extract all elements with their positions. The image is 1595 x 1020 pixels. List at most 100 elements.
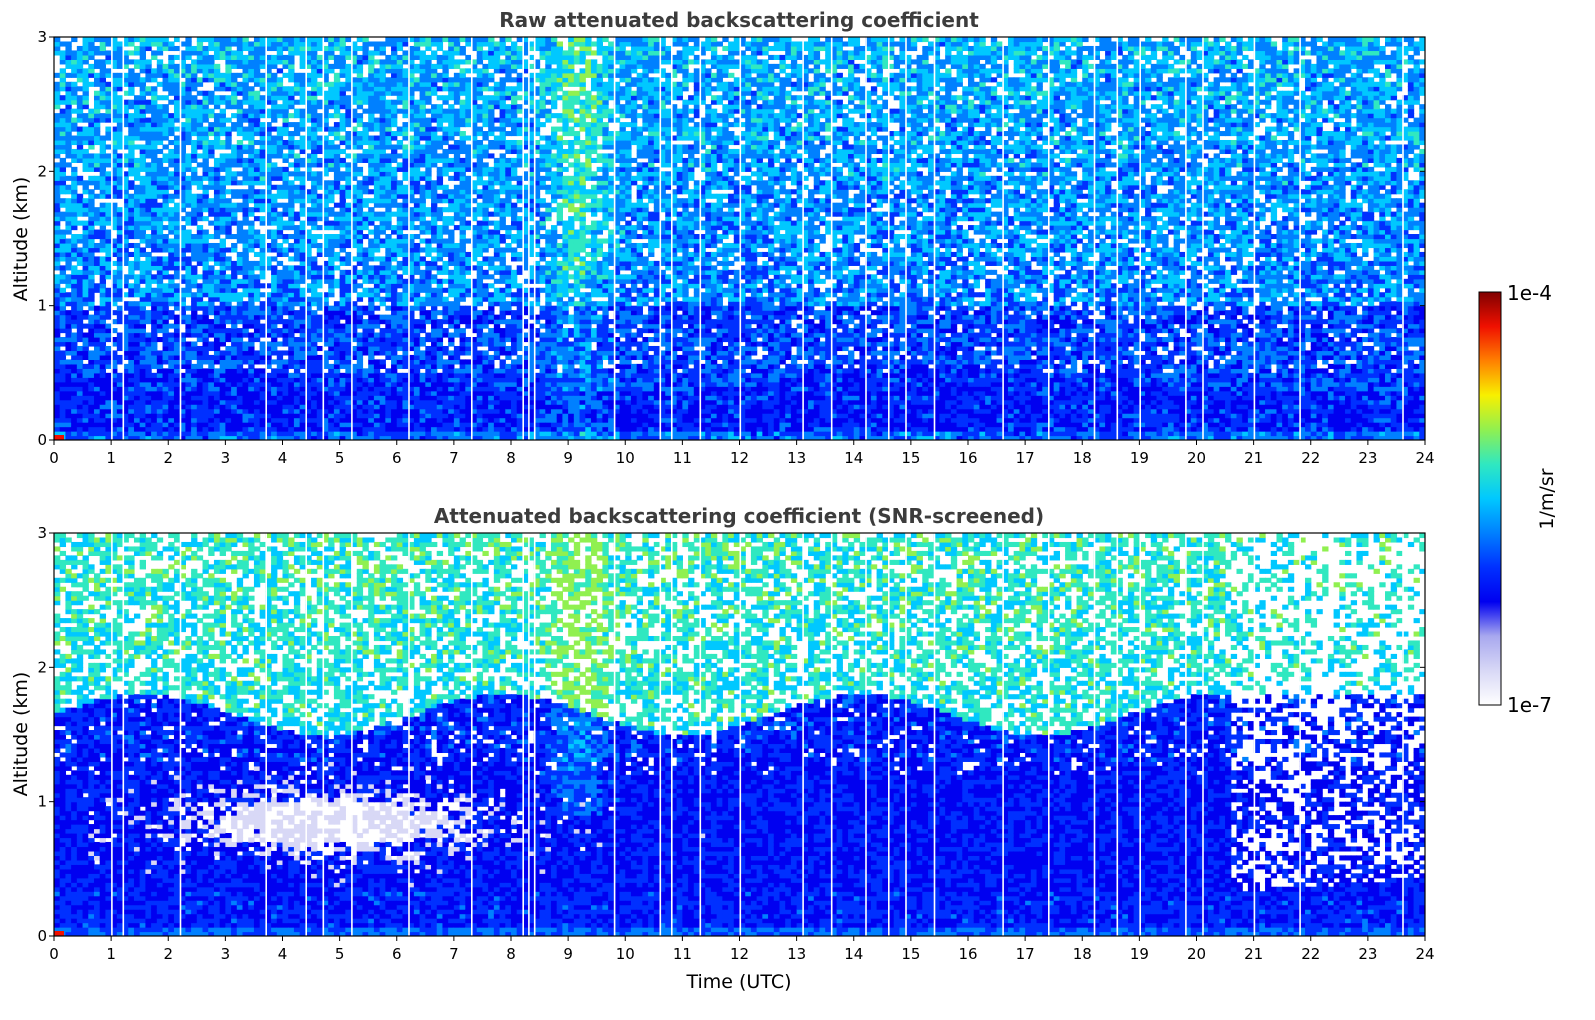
heatmap-cell: [93, 131, 101, 137]
heatmap-cell: [156, 229, 164, 235]
heatmap-cell: [311, 417, 318, 423]
heatmap-cell: [213, 104, 221, 110]
heatmap-cell: [231, 247, 238, 253]
heatmap-cell: [282, 363, 289, 369]
heatmap-cell: [185, 63, 192, 69]
heatmap-cell: [333, 63, 341, 69]
heatmap-cell: [139, 305, 146, 311]
heatmap-cell: [105, 395, 112, 401]
heatmap-cell: [191, 180, 198, 186]
heatmap-cell: [99, 148, 107, 155]
heatmap-cell: [122, 162, 129, 168]
heatmap-cell: [379, 287, 386, 293]
heatmap-cell: [345, 354, 352, 360]
heatmap-cell: [213, 332, 221, 338]
heatmap-cell: [122, 171, 129, 177]
heatmap-cell: [328, 372, 335, 378]
heatmap-cell: [271, 216, 278, 222]
heatmap-cell: [231, 408, 238, 414]
heatmap-cell: [196, 45, 204, 52]
heatmap-cell: [242, 260, 249, 266]
heatmap-cell: [93, 90, 101, 96]
heatmap-cell: [356, 54, 364, 60]
heatmap-cell: [99, 45, 107, 52]
heatmap-cell: [162, 144, 169, 150]
heatmap-cell: [231, 359, 238, 365]
heatmap-cell: [356, 157, 364, 163]
heatmap-cell: [76, 180, 84, 186]
heatmap-cell: [322, 45, 329, 52]
heatmap-cell: [413, 431, 421, 437]
heatmap-cell: [253, 45, 261, 52]
heatmap-cell: [133, 202, 141, 208]
heatmap-cell: [293, 350, 301, 356]
heatmap-cell: [82, 332, 89, 338]
heatmap-cell: [356, 117, 364, 123]
heatmap-cell: [248, 189, 255, 195]
heatmap-cell: [168, 113, 175, 119]
heatmap-cell: [288, 332, 295, 338]
heatmap-cell: [299, 319, 306, 325]
heatmap-cell: [402, 354, 409, 360]
heatmap-cell: [65, 63, 72, 69]
heatmap-cell: [328, 211, 335, 217]
heatmap-cell: [391, 54, 398, 60]
heatmap-cell: [351, 363, 358, 369]
heatmap-cell: [219, 139, 226, 146]
heatmap-cell: [408, 63, 415, 69]
heatmap-cell: [105, 274, 112, 280]
heatmap-cell: [362, 153, 369, 159]
heatmap-cell: [373, 305, 381, 311]
heatmap-cell: [185, 359, 192, 365]
heatmap-cell: [111, 104, 118, 110]
heatmap-cell: [162, 126, 169, 132]
heatmap-cell: [173, 54, 181, 60]
heatmap-cell: [259, 408, 266, 414]
heatmap-cell: [202, 157, 209, 163]
heatmap-cell: [191, 323, 198, 329]
heatmap-cell: [373, 166, 381, 172]
heatmap-cell: [379, 350, 386, 356]
heatmap-cell: [99, 422, 107, 428]
heatmap-cell: [173, 435, 181, 440]
heatmap-cell: [305, 328, 312, 334]
heatmap-cell: [242, 193, 249, 199]
heatmap-cell: [105, 135, 112, 141]
heatmap-cell: [139, 54, 146, 60]
heatmap-cell: [116, 251, 124, 258]
heatmap-cell: [368, 328, 375, 334]
heatmap-cell: [385, 99, 392, 105]
heatmap-cell: [128, 113, 135, 119]
heatmap-cell: [322, 242, 329, 249]
heatmap-cell: [351, 126, 358, 132]
heatmap-cell: [76, 131, 84, 137]
heatmap-cell: [373, 426, 381, 432]
heatmap-cell: [402, 350, 409, 356]
heatmap-cell: [265, 404, 272, 410]
heatmap-cell: [339, 37, 346, 43]
heatmap-cell: [219, 287, 226, 293]
heatmap-cell: [322, 381, 329, 387]
heatmap-cell: [322, 225, 329, 231]
heatmap-cell: [242, 332, 249, 338]
heatmap-cell: [271, 81, 278, 87]
heatmap-cell: [316, 157, 324, 163]
heatmap-cell: [196, 274, 204, 280]
heatmap-cell: [71, 274, 78, 280]
heatmap-cell: [54, 404, 61, 410]
heatmap-cell: [345, 413, 352, 419]
heatmap-cell: [339, 404, 346, 410]
heatmap-cell: [173, 189, 181, 195]
heatmap-cell: [93, 77, 101, 83]
heatmap-cell: [253, 99, 261, 105]
heatmap-cell: [168, 225, 175, 231]
heatmap-cell: [111, 86, 118, 92]
heatmap-cell: [139, 372, 146, 378]
heatmap-cell: [408, 341, 415, 347]
heatmap-cell: [385, 296, 392, 302]
heatmap-cell: [413, 269, 421, 275]
heatmap-cell: [54, 274, 61, 280]
heatmap-cell: [202, 37, 209, 43]
heatmap-cell: [362, 225, 369, 231]
heatmap-cell: [333, 135, 341, 141]
